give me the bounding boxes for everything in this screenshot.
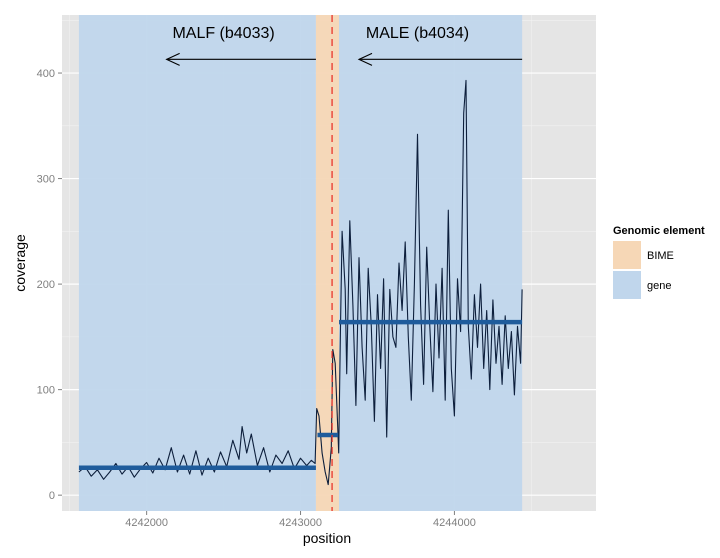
coverage-series xyxy=(78,79,523,486)
x-tick-label: 4242000 xyxy=(125,517,168,529)
arrow-head xyxy=(165,52,180,66)
genomic-regions xyxy=(78,15,523,511)
mean-segments xyxy=(78,319,523,470)
gene-region xyxy=(339,15,523,511)
y-tick-label: 100 xyxy=(37,385,55,397)
arrow-head xyxy=(357,52,373,66)
legend-title: Genomic element xyxy=(613,225,705,237)
bime-region xyxy=(315,15,340,511)
y-tick-label: 200 xyxy=(37,279,55,291)
axis-ticks: 4242000 4243000 4244000 0 100 200 300 400 xyxy=(37,68,476,529)
gene-label: MALE (b4034) xyxy=(366,25,469,42)
y-axis-title: coverage xyxy=(12,234,28,292)
bime-legend-swatch xyxy=(613,241,641,269)
legend-label: BIME xyxy=(647,250,674,262)
y-tick-label: 300 xyxy=(37,174,55,186)
gene-legend-swatch xyxy=(613,271,641,299)
legend-label: gene xyxy=(647,280,671,292)
gene-label: MALF (b4033) xyxy=(172,25,274,42)
y-tick-label: 400 xyxy=(37,68,55,80)
gene-annotations: MALF (b4033) MALE (b4034) xyxy=(165,25,523,66)
x-axis-title: position xyxy=(303,530,351,546)
legend: Genomic element BIME gene xyxy=(613,225,705,299)
coverage-line xyxy=(78,79,523,486)
y-tick-label: 0 xyxy=(49,490,55,502)
x-tick-label: 4244000 xyxy=(433,517,476,529)
gene-region xyxy=(78,15,316,511)
x-tick-label: 4243000 xyxy=(279,517,322,529)
